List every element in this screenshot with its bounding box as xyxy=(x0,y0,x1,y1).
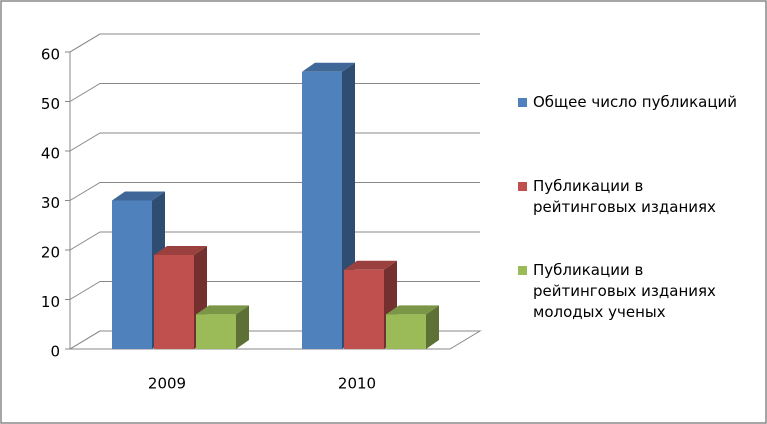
bar-top xyxy=(302,62,355,72)
legend-label: Публикации в рейтинговых изданиях молоды… xyxy=(533,261,716,321)
bar-side xyxy=(236,305,249,349)
bar-top xyxy=(154,245,207,255)
bar-top xyxy=(196,305,249,315)
y-tick-label: 10 xyxy=(41,293,60,311)
legend-swatch xyxy=(518,182,527,191)
bar-top xyxy=(112,191,165,201)
y-tick-label: 30 xyxy=(41,194,60,212)
bar-top xyxy=(344,260,397,270)
legend-label: Публикации в рейтинговых изданиях xyxy=(533,177,716,216)
bar xyxy=(196,314,236,349)
legend-item: Публикации в рейтинговых изданиях xyxy=(518,176,758,218)
legend-label: Общее число публикаций xyxy=(533,93,738,111)
grid-line xyxy=(69,83,480,102)
grid-line xyxy=(69,132,480,152)
grid-line xyxy=(69,33,480,53)
bar xyxy=(154,254,194,349)
bar-side xyxy=(426,305,439,349)
bar xyxy=(386,314,426,349)
legend-swatch xyxy=(518,266,527,275)
legend-swatch xyxy=(518,98,527,107)
legend-item: Общее число публикаций xyxy=(518,92,758,113)
bar xyxy=(112,200,152,349)
x-tick-label: 2010 xyxy=(338,375,376,393)
bar xyxy=(302,71,342,350)
y-tick-label: 60 xyxy=(41,46,60,64)
x-tick-label: 2009 xyxy=(148,375,186,393)
y-tick-label: 0 xyxy=(50,343,60,361)
legend-item: Публикации в рейтинговых изданиях молоды… xyxy=(518,260,758,323)
y-tick-label: 50 xyxy=(41,95,60,113)
bar xyxy=(344,269,384,349)
bar-top xyxy=(386,305,439,315)
y-tick-label: 20 xyxy=(41,244,60,262)
y-tick-label: 40 xyxy=(41,145,60,163)
